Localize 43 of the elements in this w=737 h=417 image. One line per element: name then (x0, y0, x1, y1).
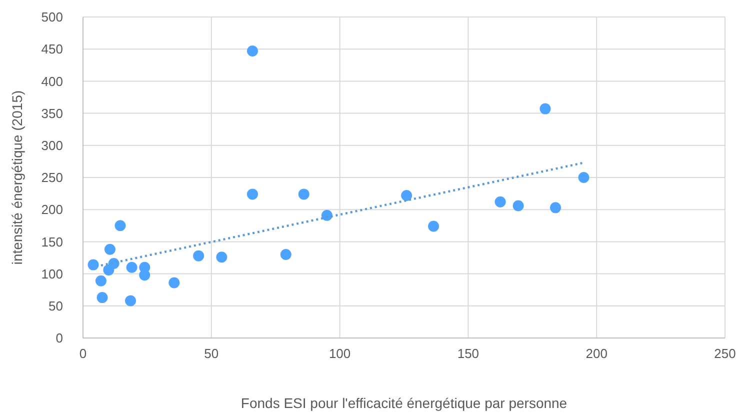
x-tick-label: 150 (457, 346, 480, 361)
point (104, 244, 116, 255)
point (125, 295, 136, 306)
point (578, 172, 590, 183)
y-tick-label: 350 (41, 106, 63, 121)
point (216, 252, 228, 263)
point (246, 188, 258, 200)
y-tick-label: 200 (41, 202, 63, 218)
y-tick-label: 400 (41, 74, 63, 89)
x-tick-label: 250 (714, 346, 736, 361)
y-axis-title: intensité énergétique (2015) (9, 90, 25, 265)
x-axis-title: Fonds ESI pour l'efficacité énergétique par personne (240, 395, 568, 411)
point (108, 258, 120, 270)
point (139, 270, 150, 281)
y-tick-label: 50 (48, 298, 63, 314)
x-tick-label: 50 (204, 346, 219, 361)
point (126, 262, 138, 273)
y-tick-label: 150 (41, 234, 63, 250)
y-tick-label: 500 (41, 10, 63, 25)
point (550, 202, 562, 214)
point (114, 220, 126, 232)
point (494, 196, 506, 208)
x-tick-label: 200 (586, 346, 608, 361)
y-tick-label: 250 (41, 170, 63, 186)
point (95, 275, 106, 286)
point (246, 46, 258, 57)
point (193, 250, 204, 262)
x-tick-label: 100 (328, 346, 351, 361)
y-tick-label: 300 (41, 138, 63, 153)
y-tick-label: 0 (56, 330, 63, 346)
point (280, 249, 292, 260)
point (401, 190, 412, 201)
point (168, 277, 180, 288)
x-tick-label: 0 (79, 346, 87, 361)
point (428, 220, 440, 232)
point (512, 200, 524, 212)
y-tick-label: 100 (41, 266, 63, 282)
point (96, 292, 108, 304)
point (321, 210, 332, 221)
point (540, 103, 551, 114)
point (298, 188, 310, 200)
point (88, 259, 99, 270)
y-tick-label: 450 (41, 42, 63, 57)
